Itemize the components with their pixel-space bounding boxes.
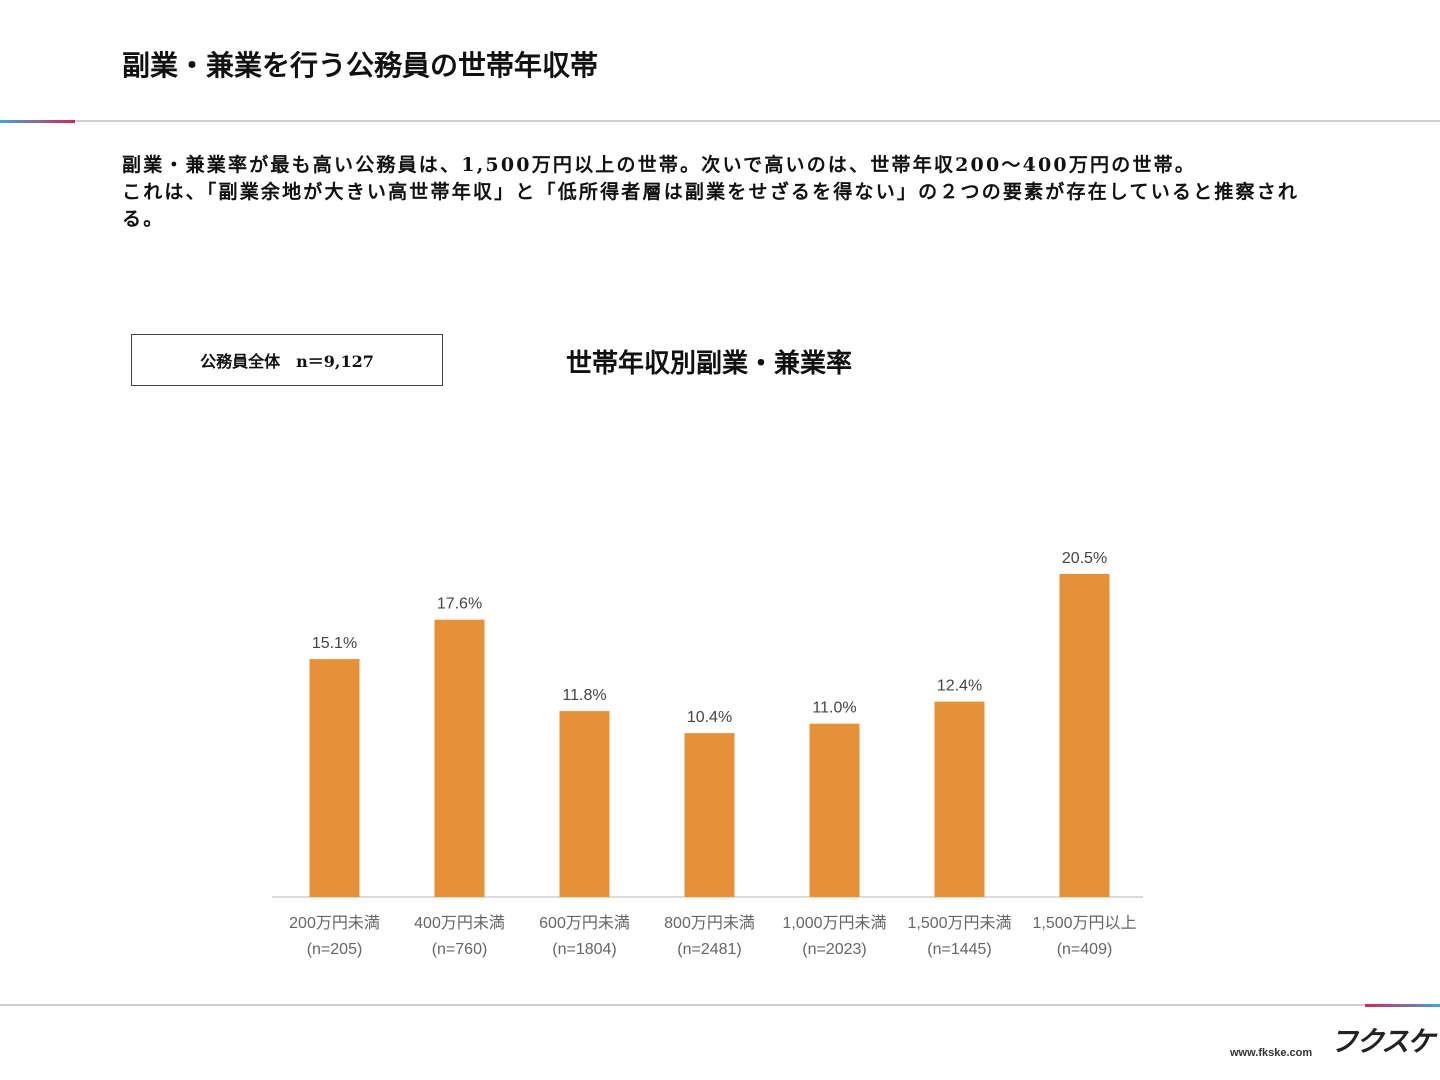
paragraph: 副業・兼業率が最も高い公務員は、1,500万円以上の世帯。次いで高いのは、世帯年… bbox=[122, 154, 1197, 176]
value-label: 11.8% bbox=[562, 687, 606, 704]
description: 副業・兼業率が最も高い公務員は、1,500万円以上の世帯。次いで高いのは、世帯年… bbox=[122, 152, 1337, 233]
bar bbox=[309, 659, 360, 897]
value-label: 15.1% bbox=[312, 635, 357, 652]
x-tick-label: 1,000万円未満 bbox=[782, 914, 886, 932]
x-tick-sublabel: (n=1804) bbox=[552, 941, 617, 958]
footer-accent bbox=[1365, 1004, 1440, 1007]
bar bbox=[684, 733, 735, 897]
x-tick-label: 1,500万円未満 bbox=[907, 914, 1011, 932]
value-label: 20.5% bbox=[1062, 550, 1107, 567]
x-tick-sublabel: (n=1445) bbox=[927, 941, 992, 958]
value-label: 11.0% bbox=[812, 700, 856, 717]
bar bbox=[434, 619, 485, 897]
value-label: 10.4% bbox=[687, 709, 732, 726]
bar bbox=[559, 711, 610, 897]
x-tick-sublabel: (n=760) bbox=[432, 941, 488, 958]
sample-box: 公務員全体 n＝9,127 bbox=[131, 334, 443, 386]
x-tick-sublabel: (n=205) bbox=[307, 941, 363, 958]
bar bbox=[934, 701, 985, 897]
x-tick-label: 1,500万円以上 bbox=[1032, 914, 1136, 932]
chart-title: 世帯年収別副業・兼業率 bbox=[565, 349, 852, 379]
x-tick-sublabel: (n=2481) bbox=[677, 941, 742, 958]
x-tick-label: 400万円未満 bbox=[414, 914, 505, 932]
x-tick-sublabel: (n=2023) bbox=[802, 941, 867, 958]
bar bbox=[809, 723, 860, 897]
paragraph: これは、「副業余地が大きい高世帯年収」と「低所得者層は副業をせざるを得ない」の２… bbox=[122, 181, 1300, 230]
header-accent bbox=[0, 120, 75, 123]
bar bbox=[1059, 574, 1110, 897]
x-tick-label: 200万円未満 bbox=[289, 914, 380, 932]
value-label: 12.4% bbox=[937, 678, 982, 695]
x-tick-label: 600万円未満 bbox=[539, 914, 630, 932]
footer-url: www.fkske.com bbox=[1230, 1047, 1313, 1059]
page-title: 副業・兼業を行う公務員の世帯年収帯 bbox=[122, 49, 599, 82]
logo: フクスケ bbox=[1330, 1025, 1435, 1058]
x-tick-sublabel: (n=409) bbox=[1057, 941, 1113, 958]
value-label: 17.6% bbox=[437, 596, 482, 613]
x-tick-label: 800万円未満 bbox=[664, 914, 755, 932]
